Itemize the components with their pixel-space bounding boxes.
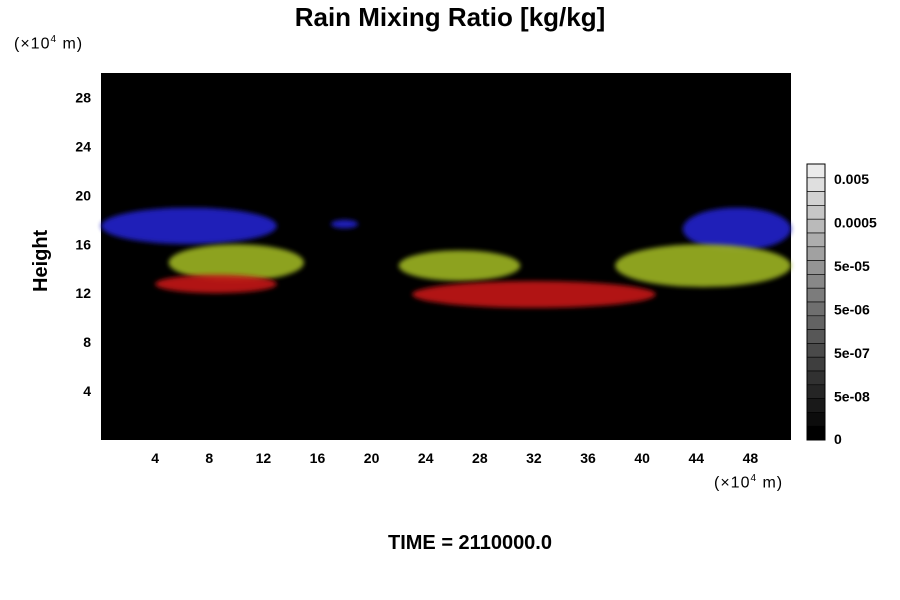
colorbar-segment [806, 329, 826, 344]
colorbar-segment [806, 191, 826, 206]
chart-title: Rain Mixing Ratio [kg/kg] [294, 2, 606, 32]
region-blue-0 [101, 207, 277, 245]
colorbar-segment [806, 425, 826, 441]
colorbar-label: 5e-05 [834, 258, 870, 274]
colorbar-segment [806, 177, 826, 192]
region-red-7 [155, 274, 277, 294]
x-tick-label: 28 [472, 450, 488, 466]
region-yellow-green-3 [168, 244, 304, 281]
colorbar-label: 5e-06 [834, 302, 870, 318]
colorbar-segment [806, 287, 826, 303]
y-tick-label: 20 [75, 187, 91, 203]
colorbar-segment [806, 274, 826, 289]
y-tick-label: 16 [75, 236, 91, 252]
colorbar-label: 0 [834, 431, 842, 447]
colorbar-segment [806, 232, 826, 248]
x-axis-unit: (×104 m) [714, 473, 784, 492]
y-tick-label: 28 [75, 89, 91, 105]
x-tick-label: 16 [310, 450, 326, 466]
x-tick-label: 20 [364, 450, 380, 466]
time-label: TIME = 2110000.0 [387, 532, 552, 554]
region-yellow-green-4 [398, 250, 521, 281]
x-tick-label: 48 [743, 450, 759, 466]
colorbar-segment [806, 343, 826, 358]
colorbar-segment [806, 412, 826, 427]
x-tick-label: 24 [418, 450, 434, 466]
colorbar-segment [806, 246, 826, 261]
colorbar-segment [806, 315, 826, 330]
y-tick-label: 24 [75, 138, 91, 154]
colorbar-segment [806, 205, 826, 220]
colorbar-segment [806, 163, 826, 179]
x-tick-label: 8 [205, 450, 213, 466]
x-tick-label: 44 [689, 450, 705, 466]
colorbar-segment [806, 218, 826, 234]
y-tick-label: 4 [83, 383, 91, 399]
x-tick-label: 32 [526, 450, 542, 466]
colorbar-label: 0.005 [834, 171, 869, 187]
region-blue-2 [331, 219, 359, 229]
colorbar-label: 5e-07 [834, 345, 870, 361]
region-red-6 [412, 280, 656, 308]
region-blue-1 [682, 207, 791, 251]
colorbar-frame [806, 163, 826, 441]
x-tick-label: 40 [634, 450, 650, 466]
colorbar-segment [806, 301, 826, 317]
colorbar-segment [806, 356, 826, 372]
y-tick-label: 8 [83, 334, 91, 350]
region-yellow-green-5 [615, 244, 791, 288]
x-tick-label: 12 [256, 450, 272, 466]
colorbar-segment [806, 398, 826, 413]
colorbar-label: 0.0005 [834, 215, 877, 231]
x-tick-label: 36 [580, 450, 596, 466]
colorbar-segment [806, 370, 826, 386]
y-axis-unit: (×104 m) [14, 34, 84, 53]
y-tick-label: 12 [75, 285, 91, 301]
colorbar-segment [806, 384, 826, 399]
x-tick-label: 4 [151, 450, 159, 466]
colorbar-label: 5e-08 [834, 389, 870, 405]
colorbar-segment [806, 260, 826, 275]
